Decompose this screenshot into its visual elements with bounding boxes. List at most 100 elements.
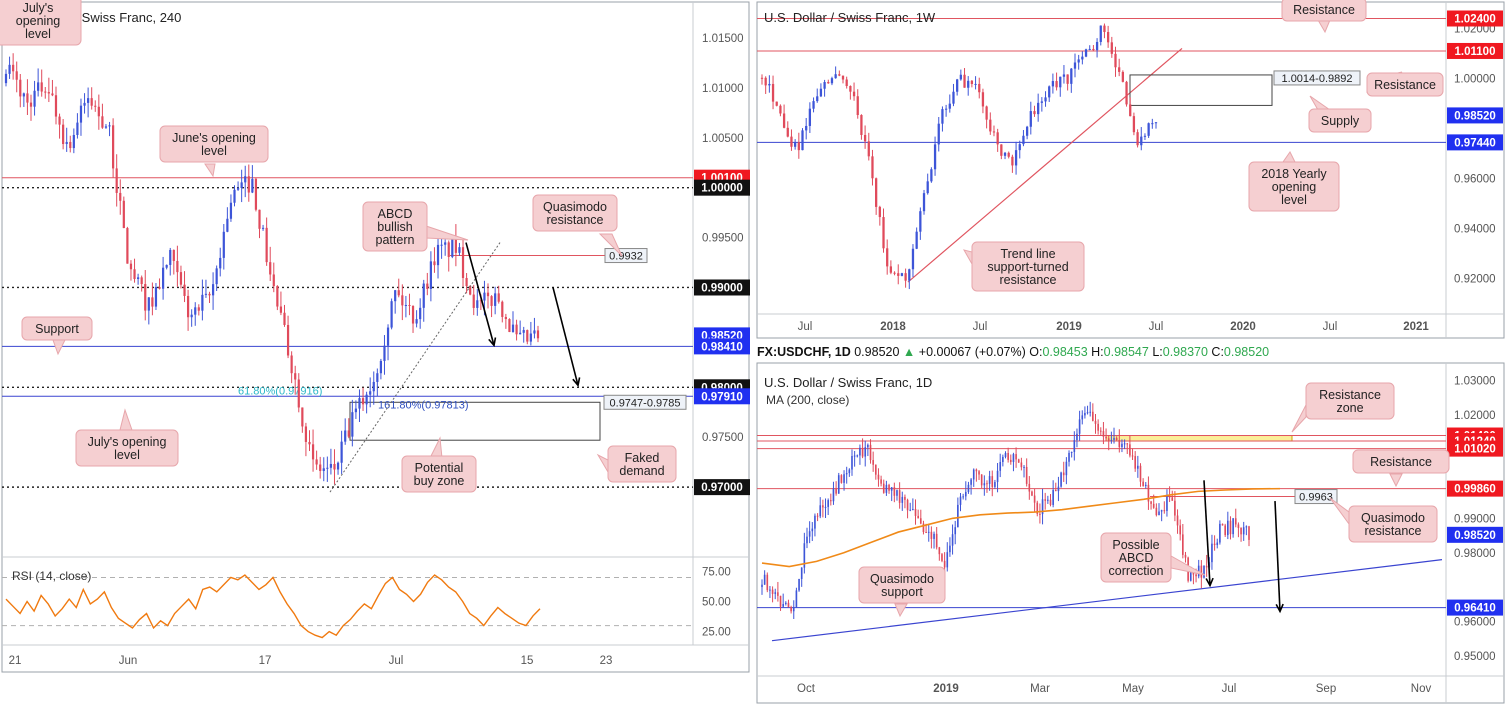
weekly-x-tick: 2019 bbox=[1056, 321, 1082, 333]
weekly-candle bbox=[793, 142, 797, 147]
daily-candle bbox=[882, 483, 885, 493]
h4-candle bbox=[383, 345, 386, 361]
h4-candle bbox=[265, 227, 268, 263]
weekly-candle bbox=[871, 156, 874, 179]
h4-candle bbox=[240, 182, 243, 188]
daily-candle bbox=[1184, 554, 1187, 558]
daily-candle bbox=[798, 578, 800, 591]
weekly-candle bbox=[812, 101, 815, 109]
weekly-candle bbox=[933, 144, 937, 170]
weekly-trendline bbox=[907, 48, 1183, 283]
daily-candle bbox=[1203, 565, 1205, 578]
daily-callout-quasimodo-sup-pointer bbox=[894, 603, 908, 618]
daily-x-tick: 2019 bbox=[933, 683, 959, 695]
daily-candle bbox=[951, 534, 954, 546]
daily-candle bbox=[1009, 459, 1012, 463]
daily-candle bbox=[1237, 524, 1240, 528]
ohlc-o-label: O: bbox=[1029, 345, 1042, 359]
daily-candle bbox=[1036, 502, 1039, 514]
h4-candle bbox=[169, 249, 172, 265]
weekly-candle bbox=[1140, 136, 1143, 146]
daily-candle bbox=[1137, 465, 1139, 469]
h4-candle bbox=[112, 125, 115, 169]
daily-candle bbox=[909, 509, 912, 511]
weekly-candle bbox=[1103, 25, 1106, 33]
weekly-candle bbox=[805, 125, 808, 131]
daily-candle bbox=[925, 532, 927, 534]
h4-candle bbox=[419, 307, 422, 320]
weekly-supply-tag-label: 1.0014-0.9892 bbox=[1282, 73, 1353, 85]
h4-candle bbox=[294, 373, 297, 380]
h4-candle bbox=[365, 394, 368, 405]
h4-candle bbox=[72, 134, 75, 149]
h4-candle bbox=[183, 284, 186, 296]
daily-candle bbox=[1158, 511, 1160, 516]
h4-callout-abcd-line: ABCD bbox=[378, 207, 413, 221]
daily-candle bbox=[853, 455, 856, 457]
weekly-candle bbox=[1147, 123, 1150, 136]
h4-candle bbox=[115, 168, 118, 193]
weekly-candle bbox=[801, 130, 804, 151]
daily-y-tick: 0.95000 bbox=[1454, 651, 1496, 663]
daily-price-tag-label: 0.98520 bbox=[1454, 530, 1496, 542]
daily-candle bbox=[761, 584, 763, 588]
daily-candle bbox=[792, 606, 795, 612]
h4-candle bbox=[301, 407, 304, 427]
daily-candle bbox=[1060, 472, 1062, 487]
daily-y-tick: 1.02000 bbox=[1454, 410, 1496, 422]
daily-candle bbox=[1097, 423, 1099, 431]
h4-candle bbox=[219, 257, 222, 269]
h4-candle bbox=[436, 244, 440, 266]
daily-callout-quasimodo-res bbox=[1348, 505, 1438, 543]
h4-callout-potential-buy bbox=[401, 455, 477, 493]
h4-candle bbox=[333, 463, 336, 470]
daily-candle bbox=[962, 496, 964, 498]
weekly-candle bbox=[981, 92, 985, 107]
weekly-price-tag bbox=[1447, 107, 1503, 124]
weekly-x-tick: Jul bbox=[1149, 321, 1164, 333]
h4-candle bbox=[244, 176, 247, 183]
h4-callout-abcd-line: bullish bbox=[377, 220, 412, 234]
weekly-y-tick: 1.00000 bbox=[1454, 73, 1496, 85]
daily-x-tick: May bbox=[1122, 683, 1144, 695]
daily-candle bbox=[927, 531, 930, 533]
daily-candle bbox=[1232, 518, 1234, 535]
daily-candle bbox=[999, 462, 1002, 471]
weekly-candle bbox=[1003, 152, 1007, 156]
daily-candle bbox=[827, 500, 829, 507]
daily-candle bbox=[1139, 465, 1142, 482]
h4-candle bbox=[101, 116, 104, 128]
daily-candle bbox=[893, 487, 896, 496]
h4-candle bbox=[122, 200, 125, 229]
daily-candle bbox=[1129, 444, 1131, 456]
daily-candle bbox=[1245, 526, 1248, 528]
weekly-candle bbox=[915, 231, 918, 249]
weekly-candle bbox=[1095, 41, 1099, 51]
daily-candle bbox=[941, 554, 943, 561]
weekly-candle bbox=[768, 83, 771, 86]
weekly-candle bbox=[1070, 68, 1073, 84]
daily-abcd-arrow bbox=[1203, 480, 1211, 586]
h4-candle bbox=[315, 459, 318, 465]
h4-candle bbox=[283, 312, 286, 325]
weekly-candle bbox=[919, 211, 922, 232]
h4-candle bbox=[479, 300, 482, 302]
h4-candle bbox=[472, 294, 475, 308]
h4-callout-quasimodo bbox=[532, 194, 618, 232]
h4-callout-julys-opening-line: July's opening bbox=[88, 435, 167, 449]
daily-candle bbox=[1110, 439, 1113, 441]
daily-callout-abcd-line: ABCD bbox=[1119, 551, 1154, 565]
weekly-panel bbox=[756, 1, 1505, 339]
daily-candle bbox=[912, 508, 914, 510]
daily-candle bbox=[790, 606, 792, 612]
h4-candle bbox=[329, 463, 333, 468]
h4-callout-junes-opening-pointer bbox=[204, 163, 216, 178]
daily-candle bbox=[800, 567, 803, 579]
daily-candle bbox=[771, 589, 774, 594]
h4-candle bbox=[258, 209, 261, 229]
h4-y-tick: 1.01000 bbox=[702, 83, 744, 95]
weekly-candle bbox=[771, 83, 775, 102]
weekly-candle bbox=[1099, 25, 1102, 42]
h4-x-tick: Jul bbox=[389, 655, 404, 667]
daily-candle bbox=[808, 531, 811, 537]
